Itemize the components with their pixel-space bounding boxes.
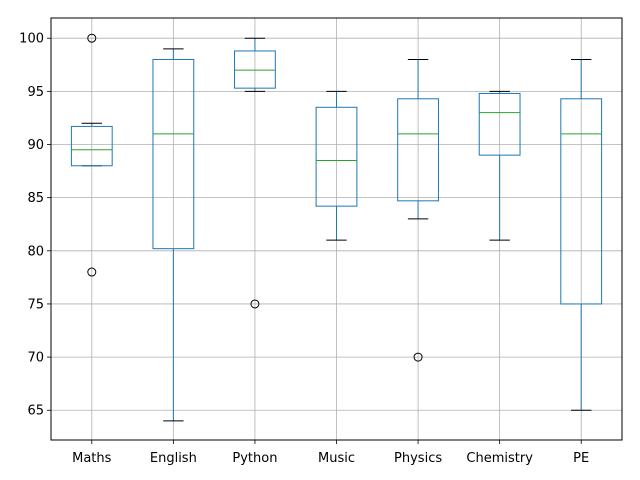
x-tick-label: Chemistry	[466, 451, 533, 466]
outlier-point	[413, 352, 423, 362]
box-group	[397, 58, 439, 362]
x-tick-label: Physics	[394, 451, 442, 466]
iqr-box	[234, 50, 276, 89]
y-tick-label: 85	[27, 191, 44, 206]
outlier-point	[87, 267, 97, 277]
y-tick-label: 75	[27, 297, 44, 312]
box-group	[560, 58, 603, 411]
x-tick-label: Music	[318, 451, 355, 466]
iqr-box	[397, 98, 439, 202]
box-layer	[70, 33, 603, 422]
x-tick-label: English	[150, 451, 197, 466]
box-group	[315, 90, 358, 241]
box-group	[70, 33, 113, 277]
y-tick-label: 80	[27, 244, 44, 259]
x-tick-label: Python	[232, 451, 277, 466]
y-tick-label: 90	[27, 138, 44, 153]
box-group	[234, 37, 276, 309]
outlier-point	[87, 33, 97, 43]
x-tick-label: PE	[573, 451, 589, 466]
box-group	[152, 48, 195, 422]
x-tick-label: Maths	[72, 451, 112, 466]
y-tick-label: 65	[27, 404, 44, 419]
iqr-box	[478, 92, 521, 156]
y-tick-label: 95	[27, 85, 44, 100]
y-tick-label: 100	[19, 32, 44, 47]
plot-frame	[50, 17, 623, 441]
iqr-box	[560, 98, 603, 305]
iqr-box	[315, 106, 358, 207]
y-tick-label: 70	[27, 351, 44, 366]
axis-layer: 65 70 75 80 85 90 95 100 Maths English Python Music…	[19, 32, 589, 466]
outlier-point	[250, 299, 260, 309]
iqr-box	[70, 125, 113, 167]
iqr-box	[152, 58, 195, 250]
box-group	[478, 90, 521, 241]
